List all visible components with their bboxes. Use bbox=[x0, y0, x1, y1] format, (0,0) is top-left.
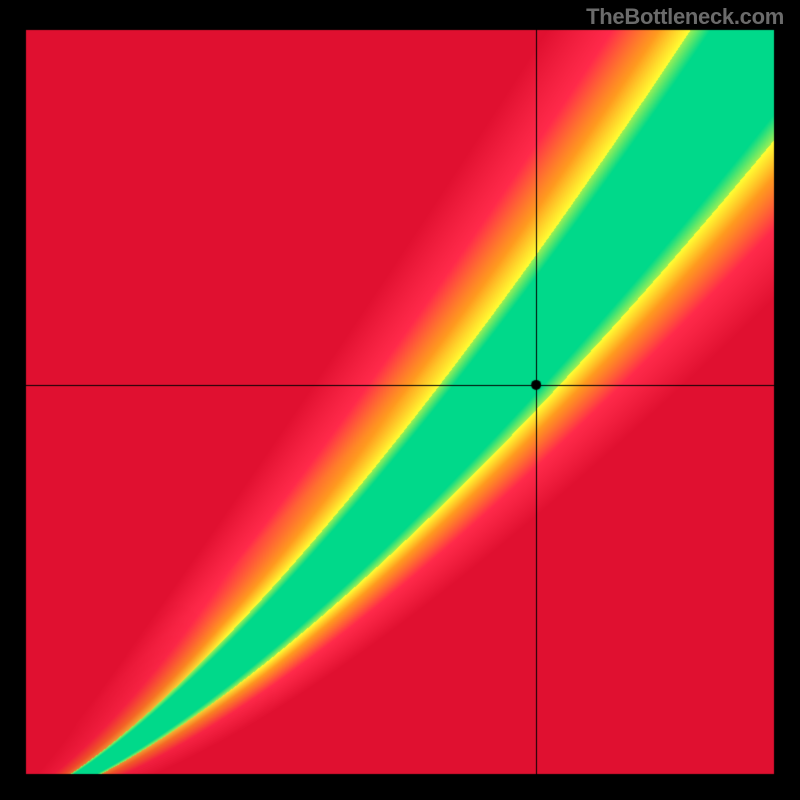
heatmap-canvas bbox=[0, 0, 800, 800]
attribution-label: TheBottleneck.com bbox=[586, 4, 784, 30]
chart-container: TheBottleneck.com bbox=[0, 0, 800, 800]
